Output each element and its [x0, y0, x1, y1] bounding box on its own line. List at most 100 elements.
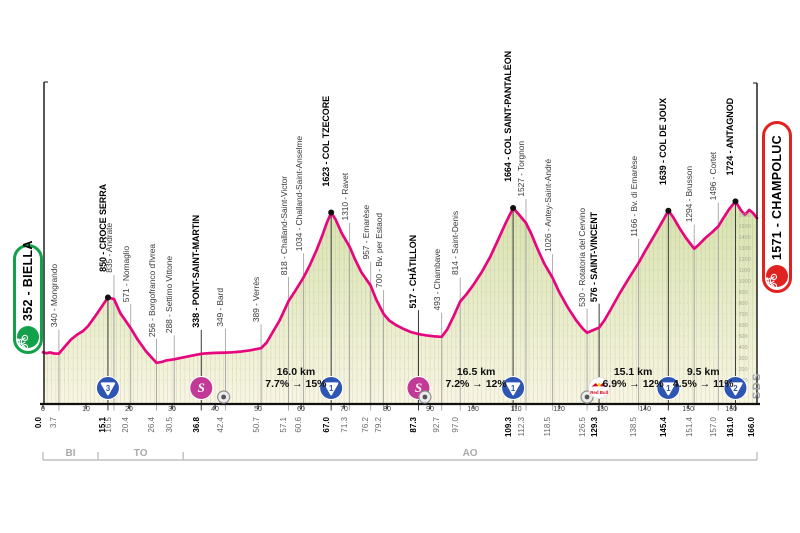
- summit-dot: [328, 209, 335, 216]
- km-label: 0.0: [33, 417, 43, 429]
- svg-text:600: 600: [738, 323, 747, 329]
- km-label: 157.0: [708, 417, 718, 438]
- finish-location-badge: 1571 - CHAMPOLUC: [762, 121, 792, 293]
- svg-text:400: 400: [738, 345, 747, 351]
- province-label: BI: [65, 448, 76, 459]
- axis-tick-number: 140: [639, 406, 651, 413]
- cyclist-icon: [16, 326, 39, 351]
- km-label: 129.3: [589, 417, 599, 438]
- waypoint-label: 530 - Rotatoria del Cervino: [577, 207, 588, 307]
- roundabout-icon: [418, 390, 432, 404]
- waypoint-label: 1527 - Torgnon: [516, 141, 526, 198]
- km-label: 42.4: [215, 417, 225, 433]
- waypoint-label: 338 - PONT-SAINT-MARTIN: [191, 215, 202, 328]
- axis-tick-number: 50: [254, 406, 262, 413]
- axis-tick-number: 110: [510, 406, 522, 413]
- finish-label: 1571 - CHAMPOLUC: [770, 135, 784, 260]
- waypoint-label: 576 - SAINT-VINCENT: [589, 211, 600, 302]
- waypoint-label: 835 - Andrate: [103, 223, 114, 274]
- waypoint-label: 1026 - Antey-Saint-André: [542, 159, 553, 253]
- waypoint-label: 1496 - Cortet: [708, 152, 719, 201]
- province-label: AO: [462, 448, 478, 459]
- summit-dot: [104, 294, 111, 301]
- gpm-category-icon: 2: [723, 376, 748, 400]
- climb-stats: 16.5 km 7.2% → 12%: [421, 366, 531, 390]
- km-label: 36.8: [191, 417, 201, 433]
- climb-length: 15.1 km: [613, 366, 653, 378]
- km-label: 3.7: [49, 417, 59, 429]
- km-label: 16.5: [104, 417, 114, 433]
- axis-tick-number: 10: [82, 406, 90, 413]
- km-label: 57.1: [279, 417, 289, 433]
- waypoint-label: 1166 - Bv. di Emarèse: [628, 156, 639, 237]
- km-label: 126.5: [577, 417, 587, 438]
- axis-tick-number: 130: [596, 406, 608, 413]
- province-bracket: [42, 452, 758, 461]
- axis-tick-number: 0: [41, 406, 45, 413]
- axis-tick-number: 70: [340, 406, 348, 413]
- cyclist-icon: [765, 265, 788, 290]
- svg-text:1200: 1200: [738, 257, 750, 263]
- km-label: 26.4: [147, 417, 157, 433]
- axis-tick-number: 30: [168, 406, 176, 413]
- km-label: 67.0: [321, 417, 331, 433]
- svg-text:1600: 1600: [738, 213, 750, 219]
- climb-stats: 9.5 km 4.5% → 11%: [648, 366, 758, 390]
- svg-text:S: S: [415, 380, 422, 395]
- km-label: 92.7: [432, 417, 442, 433]
- waypoint-label: 349 - Bard: [215, 287, 226, 327]
- km-label: 138.5: [629, 417, 639, 438]
- summit-dot: [732, 198, 739, 205]
- waypoint-label: 1639 - COL DE JOUX: [658, 97, 669, 185]
- province-label: TO: [133, 448, 148, 459]
- gpm-category-icon: 3: [95, 376, 120, 400]
- km-label: 71.3: [340, 417, 350, 433]
- waypoint-label: 1724 - ANTAGNOD: [725, 97, 736, 176]
- axis-tick-number: 80: [383, 406, 391, 413]
- axis-tick-number: 150: [682, 406, 694, 413]
- svg-text:2: 2: [733, 384, 738, 393]
- start-location-badge: 352 - BIELLA: [13, 240, 43, 354]
- km-label: 145.4: [658, 417, 668, 438]
- climb-length: 16.5 km: [456, 366, 496, 378]
- axis-tick-number: 90: [426, 406, 434, 413]
- svg-text:300: 300: [738, 356, 747, 362]
- svg-text:1500: 1500: [738, 224, 750, 230]
- climb-gradient: 6.9% → 12%: [602, 377, 664, 390]
- km-label: 112.3: [516, 417, 526, 437]
- svg-text:900: 900: [738, 290, 747, 296]
- waypoint-label: 517 - CHÂTILLON: [408, 234, 419, 309]
- waypoint-label: 814 - Saint-Denis: [450, 211, 461, 276]
- axis-tick-number: 160: [725, 406, 737, 413]
- svg-text:1300: 1300: [738, 246, 750, 252]
- climb-gradient: 7.2% → 12%: [445, 377, 507, 390]
- waypoint-label: 1294 - Brusson: [684, 166, 695, 223]
- km-label: 87.3: [408, 417, 418, 433]
- route-markers: 3 S 1 S 1 Red Bull 1 2: [95, 376, 748, 404]
- axis-tick-number: 60: [297, 406, 305, 413]
- svg-text:1: 1: [666, 384, 671, 393]
- svg-text:1: 1: [511, 384, 516, 393]
- profile-area-fill: [43, 201, 757, 403]
- km-label: 109.3: [503, 417, 513, 438]
- axis-tick-number: 20: [125, 406, 133, 413]
- gpm-category-icon: 1: [656, 376, 681, 400]
- roundabout-icon: [217, 390, 231, 404]
- climb-stats: 16.0 km 7.7% → 15%: [241, 366, 351, 390]
- gpm-category-icon: 1: [501, 376, 526, 400]
- climb-gradient: 7.7% → 15%: [265, 377, 327, 390]
- waypoint-label: 389 - Verrès: [251, 277, 262, 323]
- waypoint-label: 571 - Nomaglio: [120, 245, 131, 303]
- km-label: 166.0: [747, 417, 757, 438]
- svg-text:200: 200: [738, 367, 747, 373]
- km-label: 30.5: [164, 417, 174, 433]
- climb-length: 9.5 km: [686, 366, 720, 378]
- km-label: 50.7: [251, 417, 261, 433]
- km-label: 60.6: [294, 417, 304, 433]
- km-label: 97.0: [450, 417, 460, 433]
- waypoint-label: 1623 - COL TZECORE: [321, 95, 332, 187]
- svg-text:Red Bull: Red Bull: [590, 390, 608, 395]
- axis-tick-number: 120: [553, 406, 565, 413]
